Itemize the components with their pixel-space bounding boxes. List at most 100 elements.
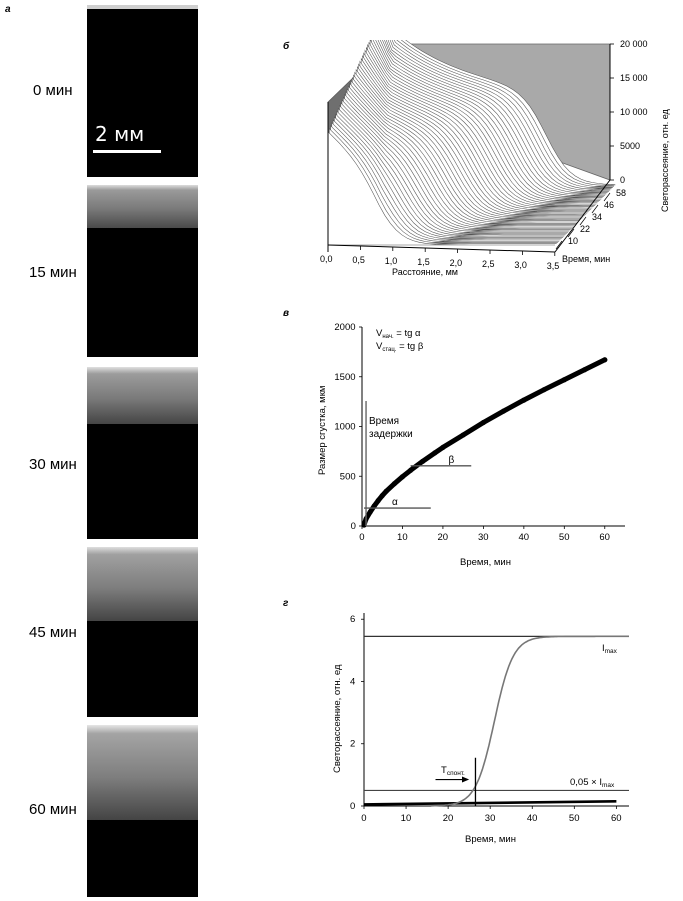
chart-d-x-tick-label: 0	[361, 813, 366, 824]
chart-b-x-tick-label: 1,0	[385, 256, 398, 266]
chart-d-x-tick-label: 60	[611, 813, 622, 824]
chart-b-z-tick-label: 22	[580, 224, 590, 234]
chart-b-y-ticks: 0 5000 10 000 15 000 20 000	[610, 40, 648, 185]
chart-c-points	[361, 357, 608, 528]
chart-c-beta-label: β	[449, 455, 455, 466]
chart-c-formula-2: Vстац. = tg β	[376, 341, 424, 353]
chart-d: 0 10 20 30 40 50 60 0 2 4 6 Imax Tспонт. 0,05 × Im…	[332, 613, 629, 845]
chart-b-floor-right	[554, 179, 611, 253]
ridge-1	[329, 128, 557, 244]
chart-d-tspont-label: Tспонт.	[441, 765, 465, 777]
chart-c-lag-label-1: Время	[369, 416, 399, 427]
strip-label-30: 30 мин	[29, 456, 77, 473]
chart-c-data-point	[375, 498, 381, 504]
strip-label-15: 15 мин	[29, 264, 77, 281]
chart-b-z-tick-label: 58	[616, 188, 626, 198]
chart-c-x-axis-label: Время, мин	[460, 557, 511, 567]
chart-c-data-point	[602, 357, 608, 363]
chart-c-data-point	[521, 397, 527, 403]
panel-d-letter: г	[283, 598, 289, 609]
chart-c-data-point	[407, 467, 414, 473]
oct-image-0: 2 мм	[87, 5, 198, 177]
chart-d-lines	[363, 635, 629, 807]
chart-b-x-axis-label: Расстояние, мм	[392, 267, 458, 277]
chart-c-data-point	[440, 444, 446, 450]
chart-d-sigmoid-curve	[431, 635, 629, 807]
chart-b-z-tick	[579, 216, 587, 226]
chart-c-y-tick-label: 1000	[334, 422, 355, 433]
chart-c-data-point	[420, 458, 426, 464]
chart-d-y-tick-label: 6	[350, 614, 355, 625]
chart-d-y-tick-label: 4	[350, 676, 355, 687]
chart-b-x-tick-label: 1,5	[417, 257, 430, 267]
chart-c-data-point	[361, 522, 367, 528]
chart-c-data-point	[432, 450, 438, 456]
chart-b-ridges	[327, 40, 616, 246]
chart-c-y-tick-label: 0	[351, 521, 356, 532]
chart-c-formula-1: Vнач. = tg α	[376, 328, 421, 340]
chart-d-y-axis-label: Светорассеяние, отн. ед	[332, 664, 343, 773]
chart-d-axes: 0 10 20 30 40 50 60 0 2 4 6	[350, 613, 629, 824]
chart-c-x-tick-label: 0	[359, 532, 364, 543]
chart-c-data-point	[541, 387, 547, 393]
chart-c-x-tick-label: 20	[438, 532, 449, 543]
chart-b-z-tick	[567, 228, 575, 238]
chart-c-data-point	[383, 488, 389, 494]
oct-image-60	[87, 725, 198, 897]
chart-d-x-tick-label: 50	[569, 813, 580, 824]
chart-b-y-tick-label: 20 000	[620, 40, 648, 49]
panel-c-letter: в	[283, 308, 290, 319]
oct-image-45	[87, 547, 198, 717]
chart-c-x-tick-label: 30	[478, 532, 489, 543]
panel-a-letter: а	[5, 4, 11, 15]
chart-b-z-tick	[603, 192, 611, 202]
chart-c-data-point	[480, 419, 486, 426]
chart-c-data-point	[561, 377, 567, 383]
chart-b-floor-front	[327, 244, 556, 253]
chart-c-y-tick-label: 1500	[334, 372, 355, 383]
chart-b-y-tick-label: 15 000	[620, 73, 648, 83]
chart-b-z-tick-label: 34	[592, 212, 602, 222]
chart-c-data-point	[399, 474, 406, 480]
chart-b-z-tick	[591, 204, 599, 214]
chart-c-y-tick-label: 500	[340, 471, 356, 482]
chart-c-data-point	[379, 493, 385, 499]
chart-c-data-series	[361, 357, 608, 528]
chart-c-lag-label-2: задержки	[369, 429, 413, 440]
chart-d-x-tick-label: 40	[527, 813, 538, 824]
chart-c-data-point	[367, 509, 373, 515]
panel-b-letter: б	[283, 41, 290, 52]
chart-c-x-tick-label: 60	[599, 532, 610, 543]
chart-d-tspont-arrowhead	[462, 776, 470, 783]
ridge-0	[327, 131, 555, 246]
chart-c-alpha-label: α	[392, 497, 398, 508]
scale-bar	[93, 150, 161, 153]
chart-c-data-point	[460, 432, 466, 438]
chart-b-x-tick-label: 2,5	[482, 259, 495, 269]
chart-c-axes: 0 10 20 30 40 50 60 0 500 1000 1500 2000	[334, 322, 625, 543]
chart-d-x-axis-label: Время, мин	[465, 834, 516, 845]
oct-image-15	[87, 185, 198, 357]
chart-b-y-tick-label: 0	[620, 175, 625, 185]
chart-b-x-tick-label: 0,0	[320, 254, 333, 264]
chart-c-x-tick-label: 40	[518, 532, 529, 543]
strip-label-0: 0 мин	[33, 82, 73, 99]
chart-c-x-tick-label: 10	[397, 532, 408, 543]
chart-b-z-tick-label: 46	[604, 200, 614, 210]
chart-d-x-tick-label: 30	[485, 813, 496, 824]
chart-c-x-tick-label: 50	[559, 532, 570, 543]
chart-c-data-point	[501, 408, 507, 414]
chart-b-y-tick-label: 10 000	[620, 107, 648, 117]
chart-d-y-tick-label: 0	[350, 801, 355, 812]
chart-d-threshold-label: 0,05 × Imax	[570, 777, 615, 789]
chart-b-z-tick	[555, 240, 563, 250]
chart-b-z-axis-label: Время, мин	[562, 254, 610, 264]
scale-bar-label: 2 мм	[95, 122, 145, 146]
chart-b-z-tick-label: 10	[568, 236, 578, 246]
chart-d-x-tick-label: 10	[401, 813, 412, 824]
chart-b-y-axis-label: Светорассеяние, отн. ед	[660, 108, 670, 212]
chart-b-x-tick-label: 3,0	[514, 260, 527, 270]
chart-c-y-axis-label: Размер сгустка, мкм	[317, 386, 328, 475]
